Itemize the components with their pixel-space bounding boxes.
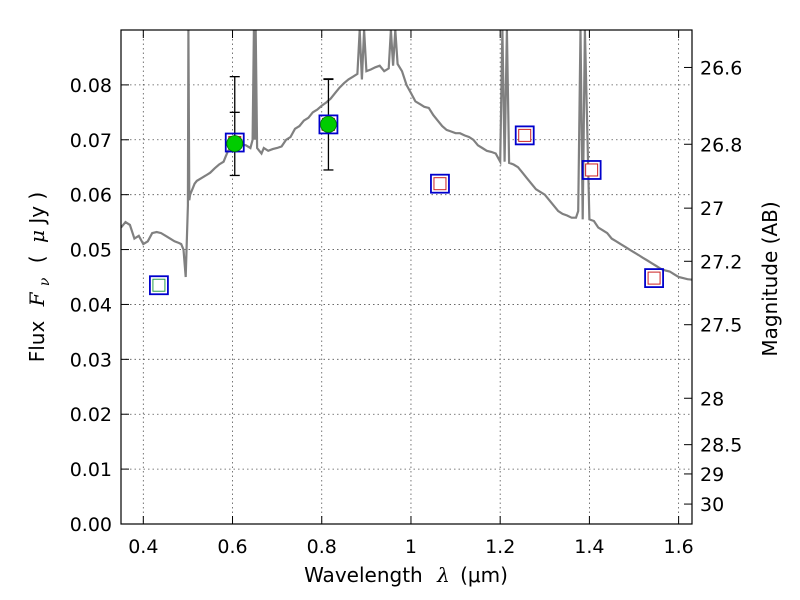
photometry-circle: [226, 135, 244, 153]
right-axis-title: Magnitude (AB): [758, 201, 782, 356]
photometry-square: [149, 275, 169, 296]
x-tick-label: 1.6: [664, 536, 694, 558]
photometry-square-inner: [152, 278, 166, 292]
plot-frame: [120, 29, 693, 525]
photometry-square: [581, 160, 602, 180]
photometry-square: [430, 173, 450, 194]
y-tick-label: 0.03: [70, 349, 112, 371]
y-axis-title-symbol: F: [25, 291, 49, 307]
y-tick-label: 0.04: [70, 294, 112, 316]
mag-tick-label: 27.5: [700, 315, 742, 337]
y-axis-right-magnitude: 26.6 26.8 27 27.2 27.5 28 28.5 29 30: [684, 57, 742, 516]
x-axis-title-prefix: Wavelength: [304, 563, 423, 587]
x-tick-label: 0.4: [128, 536, 158, 558]
y-axis-title-unit-jy: Jy ): [25, 192, 49, 226]
photometry-square: [514, 125, 535, 146]
x-axis: 0.4 0.6 0.8 1 1.2 1.4 1.6: [128, 30, 694, 558]
mag-tick-label: 27.2: [700, 251, 742, 273]
x-tick-label: 1: [405, 536, 417, 558]
x-tick-label: 1.2: [485, 536, 515, 558]
y-tick-label: 0.07: [70, 130, 112, 152]
x-axis-title-symbol: λ: [436, 563, 450, 587]
mag-tick-label: 27: [700, 198, 724, 220]
x-tick-label: 0.6: [217, 536, 247, 558]
sed-series-line: [121, 30, 692, 281]
y-axis-title-subscript: ν: [37, 277, 53, 286]
x-axis-title: Wavelength λ (μm): [304, 563, 508, 587]
y-tick-label: 0.02: [70, 404, 112, 426]
y-axis-title-unit-open: (: [25, 255, 49, 263]
photometry-square-inner: [433, 177, 447, 191]
y-axis-title-unit-mu: μ: [25, 230, 49, 243]
mag-tick-label: 26.8: [700, 134, 742, 156]
y-tick-label: 0.08: [70, 75, 112, 97]
photometry-circle: [320, 116, 337, 133]
marker-layer: [149, 76, 664, 296]
mag-tick-label: 29: [700, 464, 724, 486]
y-tick-label: 0.06: [70, 185, 112, 207]
y-tick-label: 0.01: [70, 459, 112, 481]
y-tick-label: 0.05: [70, 240, 112, 262]
y-axis-left: 0.00 0.01 0.02 0.03 0.04 0.05 0.06 0.07 0.08: [70, 75, 129, 536]
photometry-square: [644, 268, 664, 288]
x-tick-label: 1.4: [574, 536, 604, 558]
photometry-square: [318, 114, 339, 135]
photometry-square-inner: [647, 271, 661, 285]
mag-tick-label: 28: [700, 388, 724, 410]
x-axis-title-unit: (μm): [460, 563, 508, 587]
plot-area: [121, 30, 692, 296]
x-tick-label: 0.8: [307, 536, 337, 558]
mag-tick-label: 28.5: [700, 435, 742, 457]
y-axis-title-prefix: Flux: [25, 321, 49, 363]
y-axis-title: Flux F ν ( μ Jy ): [25, 192, 54, 363]
y-tick-label: 0.00: [70, 514, 112, 536]
mag-tick-label: 26.6: [700, 57, 742, 79]
mag-tick-label: 30: [700, 494, 724, 516]
photometry-square-inner: [518, 128, 532, 142]
photometry-square-inner: [585, 163, 599, 177]
